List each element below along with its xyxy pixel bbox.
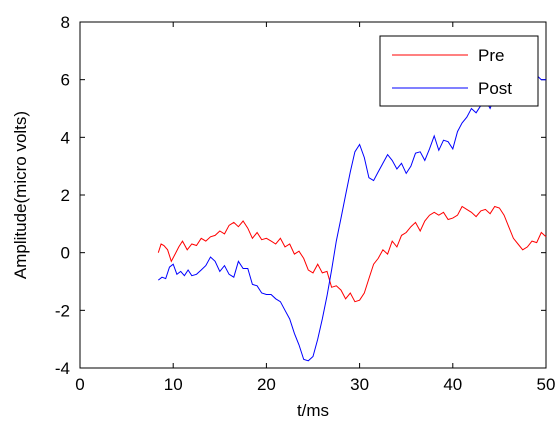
- x-tick-label-4: 40: [443, 375, 462, 394]
- y-tick-label-4: 4: [61, 128, 70, 147]
- axis-ticks: [79, 21, 547, 369]
- y-tick-label-5: 6: [61, 71, 70, 90]
- x-tick-label-1: 10: [164, 375, 183, 394]
- x-tick-label-0: 0: [75, 375, 84, 394]
- tick-labels: 0 10 20 30 40 50 -4 -2 0 2 4 6 8: [55, 13, 556, 394]
- y-tick-label-6: 8: [61, 13, 70, 32]
- legend-label-post: Post: [478, 79, 512, 98]
- series-lines: [157, 73, 547, 362]
- legend-box: [379, 35, 539, 107]
- y-tick-label-2: 0: [61, 244, 70, 263]
- series-line-post: [157, 73, 546, 362]
- x-tick-label-2: 20: [257, 375, 276, 394]
- legend-label-pre: Pre: [478, 46, 504, 65]
- x-axis-label: t/ms: [297, 401, 329, 420]
- series-line-pre: [157, 205, 547, 303]
- y-axis-label: Amplitude(micro volts): [11, 111, 30, 279]
- legend: Pre Post: [379, 35, 539, 107]
- y-tick-label-0: -4: [55, 359, 70, 378]
- x-tick-label-5: 50: [537, 375, 556, 394]
- y-tick-label-1: -2: [55, 301, 70, 320]
- y-tick-label-3: 2: [61, 186, 70, 205]
- x-tick-label-3: 30: [350, 375, 369, 394]
